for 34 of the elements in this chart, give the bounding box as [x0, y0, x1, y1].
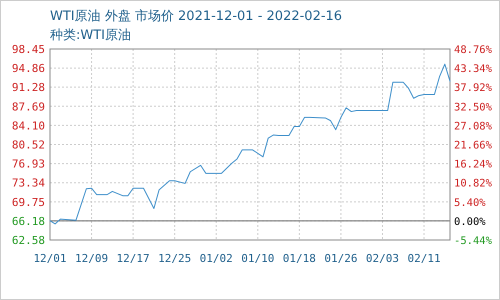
y2-tick-label: 16.24%: [454, 158, 493, 171]
y2-tick-label: 43.34%: [454, 63, 493, 76]
y-tick-label: 91.28: [12, 81, 45, 94]
y-tick-label: 62.58: [12, 234, 45, 247]
y2-tick-label: 27.08%: [454, 120, 493, 132]
y-tick-label: 87.69: [12, 100, 45, 114]
x-tick-label: 01/18: [282, 252, 316, 265]
x-tick-label: 01/02: [200, 252, 233, 265]
y2-tick-label: 37.92%: [454, 82, 493, 94]
y2-tick-label: 5.40%: [454, 196, 486, 209]
x-tick-label: 12/25: [158, 252, 192, 265]
x-tick-label: 02/11: [407, 252, 441, 265]
y2-tick-label: 10.82%: [454, 178, 493, 190]
y2-tick-label: -5.44%: [454, 235, 493, 247]
x-tick-label: 12/01: [33, 252, 67, 265]
y-tick-label: 98.45: [12, 43, 45, 56]
y-tick-label: 66.18: [12, 214, 45, 228]
y2-tick-label: 21.66%: [454, 140, 493, 152]
y2-tick-label: 32.50%: [454, 101, 493, 114]
x-tick-label: 12/17: [116, 252, 150, 265]
title: WTI原油 外盘 市场价 2021-12-01 - 2022-02-16: [50, 9, 342, 24]
y-tick-label: 76.93: [12, 158, 45, 171]
x-tick-label: 01/10: [241, 252, 274, 265]
y-tick-label: 80.52: [12, 138, 45, 152]
y2-tick-label: 0.00%: [454, 216, 486, 228]
x-tick-label: 01/26: [324, 252, 358, 265]
y-tick-label: 84.10: [12, 119, 45, 132]
x-tick-label: 02/03: [366, 252, 400, 265]
subtitle: 种类:WTI原油: [50, 28, 132, 43]
y2-tick-label: 48.76%: [454, 44, 493, 56]
y-tick-label: 73.34: [12, 176, 46, 190]
y-tick-label: 94.86: [12, 62, 45, 76]
x-tick-label: 12/09: [74, 252, 108, 265]
y-tick-label: 69.75: [12, 196, 45, 209]
